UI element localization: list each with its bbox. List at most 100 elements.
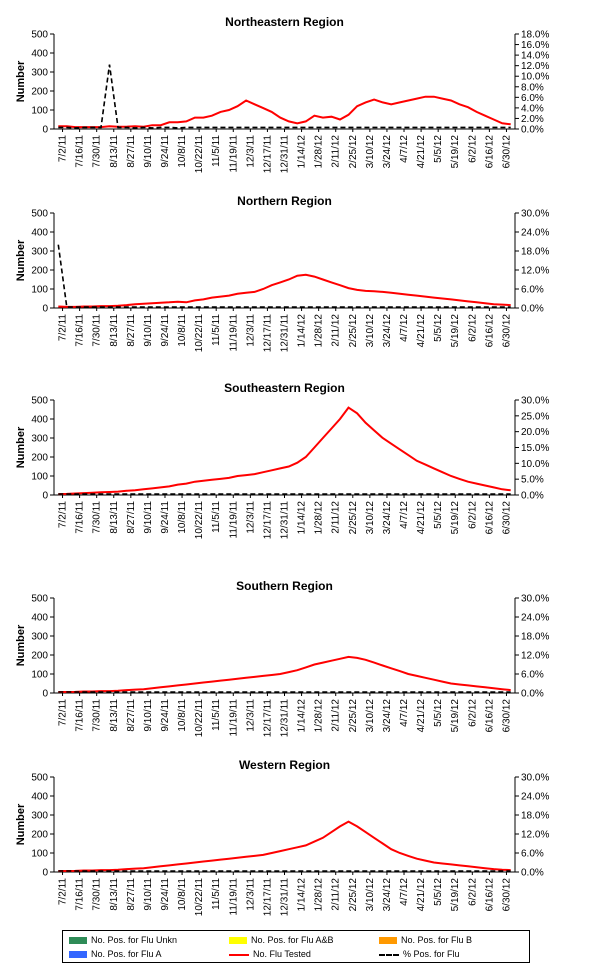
y2-tick-label: 30.0% (521, 209, 549, 220)
x-tick-label: 10/8/11 (177, 314, 188, 347)
y-tick-label: 200 (31, 651, 48, 662)
legend-line-pct (379, 953, 399, 956)
y-tick-label: 200 (31, 266, 48, 277)
chart-title: Southern Region (236, 579, 333, 593)
y-axis-label: Number (15, 239, 27, 281)
y-tick-label: 100 (31, 106, 48, 117)
x-tick-label: 2/25/12 (348, 501, 359, 535)
x-tick-label: 2/11/12 (331, 135, 342, 168)
x-tick-label: 1/14/12 (297, 878, 308, 912)
x-tick-label: 6/16/12 (484, 501, 495, 535)
y-tick-label: 500 (31, 30, 48, 41)
x-tick-label: 8/27/11 (126, 699, 137, 732)
x-tick-label: 12/31/11 (280, 878, 291, 917)
y-axis-label: Number (15, 624, 27, 666)
x-tick-label: 4/21/12 (416, 878, 427, 912)
x-tick-label: 4/7/12 (399, 878, 410, 906)
x-tick-label: 12/31/11 (280, 699, 291, 738)
series-line-pct (58, 64, 511, 129)
x-tick-label: 1/28/12 (314, 878, 325, 912)
x-tick-label: 11/19/11 (228, 878, 239, 916)
y2-tick-label: 0.0% (521, 125, 544, 136)
x-tick-label: 5/19/12 (450, 501, 461, 535)
x-tick-label: 9/24/11 (160, 135, 171, 168)
y-tick-label: 0 (42, 491, 48, 502)
x-tick-label: 8/13/11 (109, 501, 120, 534)
x-tick-label: 10/22/11 (194, 501, 205, 540)
x-tick-label: 10/8/11 (177, 699, 188, 732)
y2-tick-label: 6.0% (521, 285, 544, 296)
y-tick-label: 0 (42, 689, 48, 700)
x-tick-label: 7/30/11 (92, 314, 103, 347)
x-tick-label: 5/19/12 (450, 878, 461, 912)
x-tick-label: 12/31/11 (280, 501, 291, 540)
x-tick-label: 2/25/12 (348, 699, 359, 733)
x-tick-label: 6/30/12 (501, 699, 512, 733)
x-tick-label: 9/24/11 (160, 878, 171, 911)
y2-tick-label: 20.0% (521, 427, 549, 438)
x-tick-label: 3/24/12 (382, 314, 393, 348)
x-tick-label: 9/10/11 (143, 501, 154, 534)
legend-swatch-flu-ab (229, 937, 247, 945)
y-tick-label: 500 (31, 773, 48, 784)
y-axis-label: Number (15, 803, 27, 845)
y2-tick-label: 18.0% (521, 30, 549, 41)
series-line-tested (58, 655, 511, 693)
x-tick-label: 9/10/11 (143, 699, 154, 732)
x-tick-label: 11/5/11 (211, 501, 222, 533)
x-tick-label: 12/31/11 (280, 135, 291, 174)
y2-tick-label: 12.0% (521, 266, 549, 277)
x-tick-label: 11/19/11 (228, 314, 239, 352)
legend-label-tested: No. Flu Tested (253, 949, 311, 959)
y2-tick-label: 6.0% (521, 849, 544, 860)
chart-title: Southeastern Region (224, 381, 345, 395)
y2-tick-label: 5.0% (521, 475, 544, 486)
y2-tick-label: 24.0% (521, 228, 549, 239)
x-tick-label: 11/19/11 (228, 501, 239, 539)
y2-tick-label: 4.0% (521, 103, 544, 114)
x-tick-label: 8/13/11 (109, 135, 120, 168)
x-tick-label: 4/21/12 (416, 699, 427, 733)
x-tick-label: 10/8/11 (177, 878, 188, 911)
y2-tick-label: 10.0% (521, 459, 549, 470)
y-tick-label: 100 (31, 285, 48, 296)
x-tick-label: 1/28/12 (314, 699, 325, 733)
x-tick-label: 3/10/12 (365, 699, 376, 733)
x-tick-label: 6/30/12 (501, 501, 512, 535)
x-tick-label: 5/19/12 (450, 135, 461, 169)
x-tick-label: 7/2/11 (58, 135, 69, 162)
x-tick-label: 3/10/12 (365, 135, 376, 169)
y2-tick-label: 2.0% (521, 114, 544, 125)
x-tick-label: 12/17/11 (262, 699, 273, 738)
x-tick-label: 8/27/11 (126, 314, 137, 347)
legend-item-tested: No. Flu Tested (229, 949, 311, 959)
y2-tick-label: 18.0% (521, 632, 549, 643)
y-tick-label: 300 (31, 68, 48, 79)
x-tick-label: 6/16/12 (484, 135, 495, 169)
y-tick-label: 100 (31, 472, 48, 483)
x-tick-label: 1/28/12 (314, 501, 325, 535)
x-tick-label: 11/19/11 (228, 699, 239, 737)
x-tick-label: 11/5/11 (211, 878, 222, 910)
y2-tick-label: 30.0% (521, 396, 549, 407)
x-tick-label: 1/14/12 (297, 501, 308, 535)
x-tick-label: 7/2/11 (58, 878, 69, 905)
x-tick-label: 7/30/11 (92, 501, 103, 534)
x-tick-label: 5/5/12 (433, 314, 444, 342)
y-tick-label: 0 (42, 868, 48, 879)
series-line-tested (58, 406, 511, 496)
x-tick-label: 12/3/11 (245, 135, 256, 168)
x-tick-label: 5/5/12 (433, 501, 444, 529)
x-tick-label: 7/2/11 (58, 314, 69, 341)
x-tick-label: 4/21/12 (416, 501, 427, 535)
x-tick-label: 4/7/12 (399, 135, 410, 163)
x-tick-label: 6/16/12 (484, 314, 495, 348)
x-tick-label: 6/30/12 (501, 135, 512, 169)
chart-panel-4: Southern Region Number 0 100 200 300 400 500 0.0… (15, 579, 549, 737)
y-tick-label: 100 (31, 849, 48, 860)
x-tick-label: 7/16/11 (75, 501, 86, 534)
y2-tick-label: 0.0% (521, 868, 544, 879)
x-tick-label: 3/24/12 (382, 135, 393, 169)
x-tick-label: 11/19/11 (228, 135, 239, 173)
y2-tick-label: 6.0% (521, 670, 544, 681)
